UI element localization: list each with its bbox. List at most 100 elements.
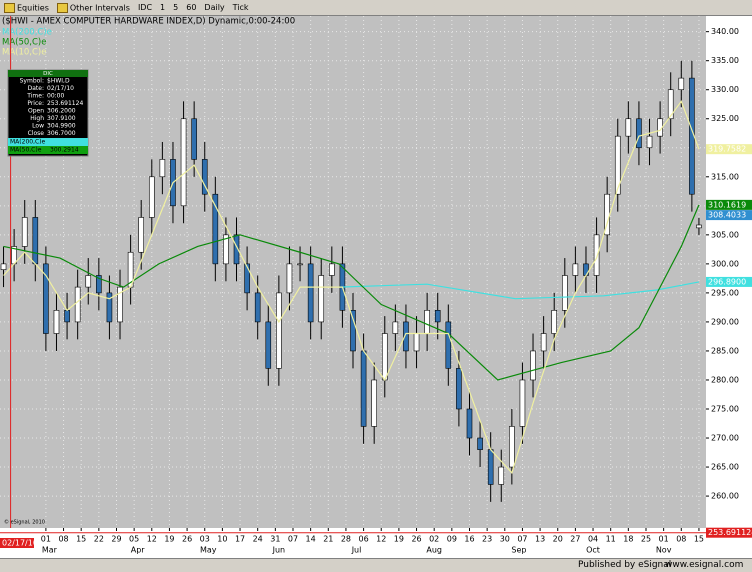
- candle-body: [371, 379, 377, 427]
- candle-body: [678, 77, 685, 91]
- legend-entry: MA(50,C)e: [2, 38, 46, 48]
- candle-body: [540, 333, 547, 352]
- ma-line: [338, 281, 700, 300]
- price-badge: [706, 144, 752, 155]
- price-badge-label: 310.1619: [708, 200, 746, 209]
- candle-body: [413, 333, 420, 352]
- x-tick-label: 31: [270, 535, 280, 544]
- x-tick-label: 22: [94, 535, 104, 544]
- plot-background: [0, 16, 706, 528]
- candle-body: [561, 275, 568, 311]
- month-label: Mar: [42, 546, 58, 555]
- x-tick-label: 15: [76, 535, 86, 544]
- data-window-value: $HWI,D: [47, 78, 70, 85]
- data-window-value: 304.9900: [47, 123, 76, 130]
- candle-body: [138, 217, 144, 253]
- y-tick-label: 270.00: [711, 434, 739, 443]
- x-tick-label: 08: [58, 535, 68, 544]
- x-tick-label: 25: [641, 535, 651, 544]
- cursor-date-label: 02/17/10: [2, 539, 38, 548]
- x-tick-label: 09: [447, 535, 457, 544]
- toolbar-item[interactable]: 60: [186, 3, 196, 12]
- x-tick-label: 11: [606, 535, 616, 544]
- data-window-title: DIC: [43, 71, 53, 77]
- x-tick-label: 17: [235, 535, 245, 544]
- x-tick-label: 24: [253, 535, 263, 544]
- toolbar: Equities Other Intervals IDC 1 5 60 Daily Tick: [0, 0, 752, 16]
- toolbar-label: 1: [160, 3, 166, 12]
- candle-body: [74, 286, 81, 323]
- toolbar-item[interactable]: Equities: [4, 2, 49, 13]
- toolbar-item[interactable]: Daily: [204, 3, 224, 12]
- candle-body: [286, 263, 293, 294]
- data-window-key: Price:: [27, 100, 44, 107]
- price-badge-label: 296.8900: [708, 277, 746, 286]
- data-window-key: Open: [28, 108, 44, 115]
- candle-body: [350, 310, 356, 352]
- candle-body: [96, 275, 102, 294]
- month-label: Sep: [511, 546, 526, 555]
- toolbar-item[interactable]: 5: [173, 3, 178, 12]
- toolbar-item[interactable]: 1: [160, 3, 165, 12]
- y-tick-label: 340.00: [711, 27, 739, 36]
- x-tick-label: 07: [288, 535, 298, 544]
- candle-body: [0, 263, 7, 270]
- data-window-key: MA(200,C)e: [10, 139, 46, 146]
- candle-body: [593, 234, 600, 276]
- x-tick-label: 16: [464, 535, 474, 544]
- data-window-key: High: [30, 115, 44, 122]
- cursor-date-badge: [0, 538, 34, 548]
- x-tick-label: 14: [306, 535, 316, 544]
- toolbar-item[interactable]: Other Intervals: [56, 2, 130, 13]
- candle-body: [329, 263, 335, 276]
- y-tick-label: 280.00: [711, 375, 739, 384]
- x-tick-label: 05: [129, 535, 139, 544]
- candle-body: [646, 135, 653, 149]
- publisher: Published by eSignal: [578, 560, 672, 570]
- data-window-ma-row: [8, 138, 88, 146]
- x-tick-label: 30: [500, 535, 510, 544]
- x-tick-label: 26: [411, 535, 421, 544]
- chart: 260.00 265.00 270.00 275.00 280.00 285.00 290.…: [0, 16, 752, 558]
- candle-body: [223, 234, 229, 265]
- x-tick-label: 08: [676, 535, 686, 544]
- price-badge: [706, 276, 752, 287]
- candle-body: [53, 310, 60, 334]
- candle-body: [307, 263, 314, 323]
- candle-body: [201, 159, 208, 195]
- chart-title: ($HWI - AMEX COMPUTER HARDWARE INDEX,D) …: [2, 17, 295, 27]
- toolbar-item[interactable]: Tick: [233, 3, 249, 12]
- candle-body: [106, 292, 113, 323]
- candle-body: [276, 292, 282, 369]
- legend-entry: MA(200,C)e: [2, 28, 52, 38]
- toolbar-label: 5: [173, 3, 179, 12]
- y-tick-label: 290.00: [711, 317, 739, 326]
- candle-body: [530, 350, 536, 381]
- x-tick-label: 12: [376, 535, 386, 544]
- y-tick-label: 335.00: [711, 56, 739, 65]
- month-label: Apr: [131, 546, 146, 555]
- candle-body: [392, 321, 399, 334]
- data-window-key: Date:: [28, 85, 44, 92]
- y-tick-label: 275.00: [711, 404, 739, 413]
- toolbar-item[interactable]: IDC: [138, 3, 152, 12]
- toolbar-label: Daily: [204, 3, 225, 12]
- x-tick-label: 29: [111, 535, 121, 544]
- x-tick-label: 21: [323, 535, 333, 544]
- cursor-price-label: 253.691124: [708, 528, 752, 537]
- data-window-key: Symbol:: [20, 78, 44, 85]
- candle-body: [254, 292, 261, 323]
- candle-body: [456, 368, 462, 410]
- y-tick-label: 325.00: [711, 114, 739, 123]
- candle-body: [614, 135, 621, 195]
- price-badge: [706, 210, 752, 221]
- price-badge: [706, 199, 752, 210]
- x-tick-label: 10: [217, 535, 227, 544]
- candle-body: [148, 176, 155, 218]
- x-tick-label: 02: [429, 535, 439, 544]
- x-tick-label: 12: [147, 535, 157, 544]
- data-window-value: 306.2000: [47, 108, 76, 115]
- toolbar-label: Other Intervals: [69, 3, 130, 12]
- ma-line: [3, 100, 700, 475]
